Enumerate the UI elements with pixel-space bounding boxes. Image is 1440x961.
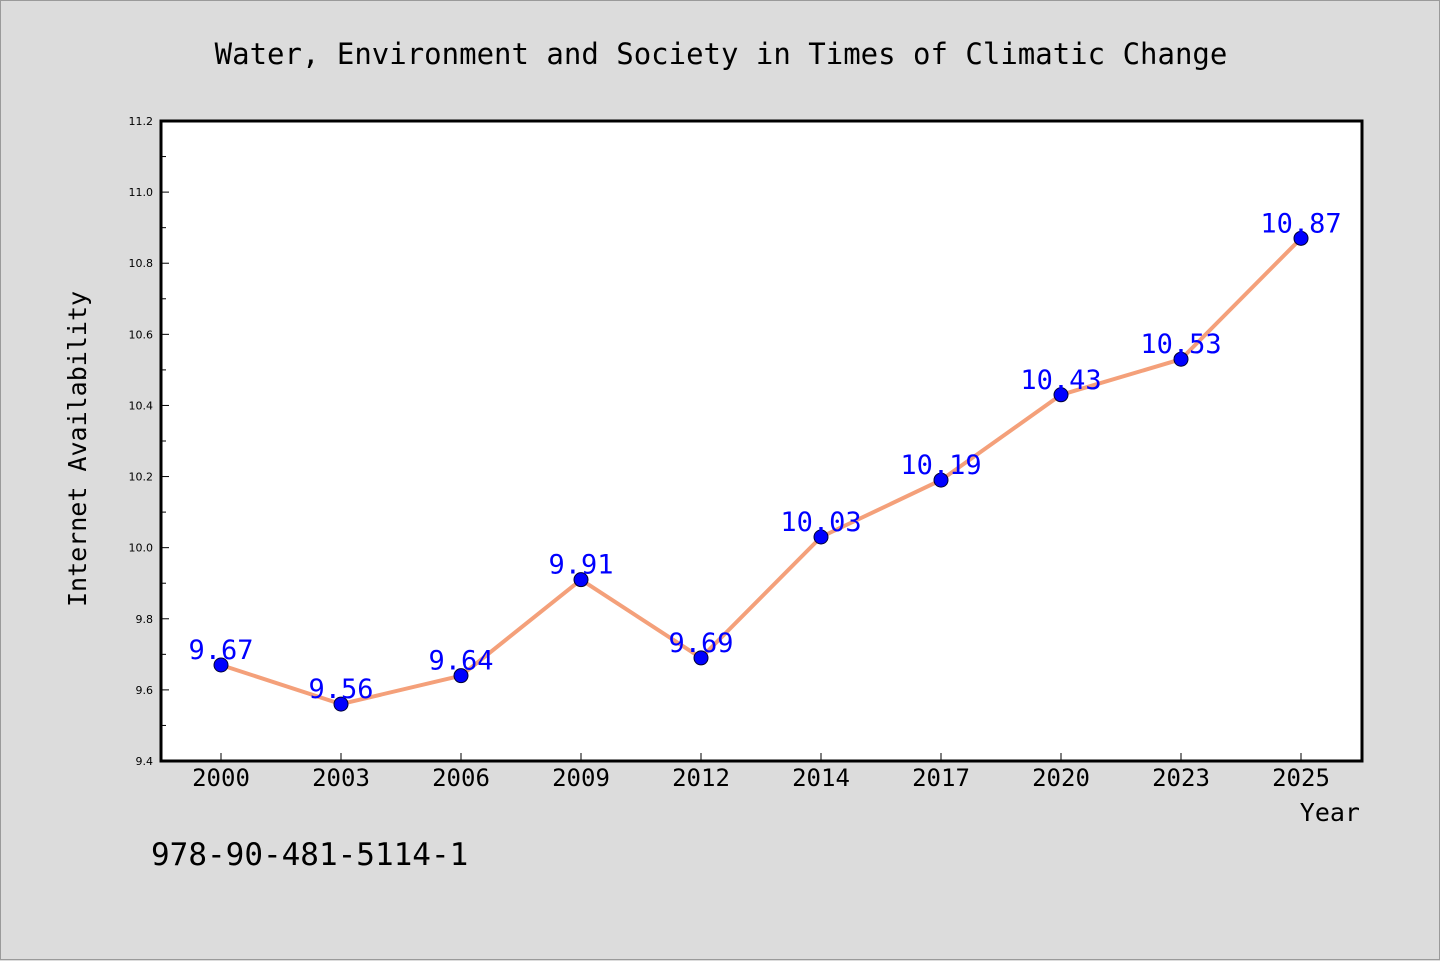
y-axis: 9.4 9.6 9.8 10.0 10.2 10.4 10.6 10.8 11.0 11.2 [129, 115, 169, 768]
x-tick-label: 2003 [312, 764, 370, 792]
x-tick-label: 2012 [672, 764, 730, 792]
x-tick-label: 2023 [1152, 764, 1210, 792]
data-label: 10.87 [1260, 208, 1341, 239]
y-tick-label: 10.0 [129, 542, 154, 555]
data-point [573, 572, 589, 588]
y-tick-label: 9.8 [136, 613, 154, 626]
chart-title: Water, Environment and Society in Times … [215, 37, 1228, 71]
y-tick-label: 10.2 [129, 471, 154, 484]
x-tick-label: 2009 [552, 764, 610, 792]
y-tick-label: 11.2 [129, 115, 154, 128]
y-axis-label: Internet Availability [63, 291, 92, 607]
isbn-text: 978-90-481-5114-1 [151, 837, 468, 873]
data-point [1173, 351, 1189, 367]
data-point [213, 657, 229, 673]
data-point [933, 472, 949, 488]
x-tick-label: 2014 [792, 764, 850, 792]
y-tick-label: 10.4 [129, 399, 154, 412]
data-label: 10.43 [1020, 365, 1101, 396]
data-point [693, 650, 709, 666]
data-point [333, 696, 349, 712]
data-label: 9.69 [668, 628, 733, 659]
data-label: 10.03 [780, 507, 861, 538]
data-label: 10.19 [900, 450, 981, 481]
y-tick-label: 9.6 [136, 684, 154, 697]
x-tick-label: 2000 [192, 764, 250, 792]
data-point [1053, 387, 1069, 403]
series-line [219, 236, 1303, 707]
x-tick-label: 2025 [1272, 764, 1330, 792]
data-label: 9.91 [548, 550, 613, 581]
data-point [453, 668, 469, 684]
y-tick-label: 11.0 [129, 186, 154, 199]
x-axis-label: Year [1300, 798, 1360, 827]
plot-area [159, 119, 1364, 763]
y-tick-label: 9.4 [136, 755, 154, 768]
x-tick-label: 2020 [1032, 764, 1090, 792]
y-tick-label: 10.8 [129, 257, 154, 270]
x-axis: 2000 2003 2006 2009 2012 2014 2017 2020 2023 2025 [192, 753, 1330, 792]
data-label: 9.64 [428, 646, 493, 677]
y-tick-label: 10.6 [129, 328, 154, 341]
x-tick-label: 2017 [912, 764, 970, 792]
data-label: 9.67 [188, 635, 253, 666]
data-label: 10.53 [1140, 329, 1221, 360]
data-point [1293, 230, 1309, 246]
series-layer: 9.67 9.56 9.64 9.91 9.69 10.03 10.19 10.43 10.53… [188, 208, 1342, 712]
x-tick-label: 2006 [432, 764, 490, 792]
data-label: 9.56 [308, 674, 373, 705]
data-point [813, 529, 829, 545]
